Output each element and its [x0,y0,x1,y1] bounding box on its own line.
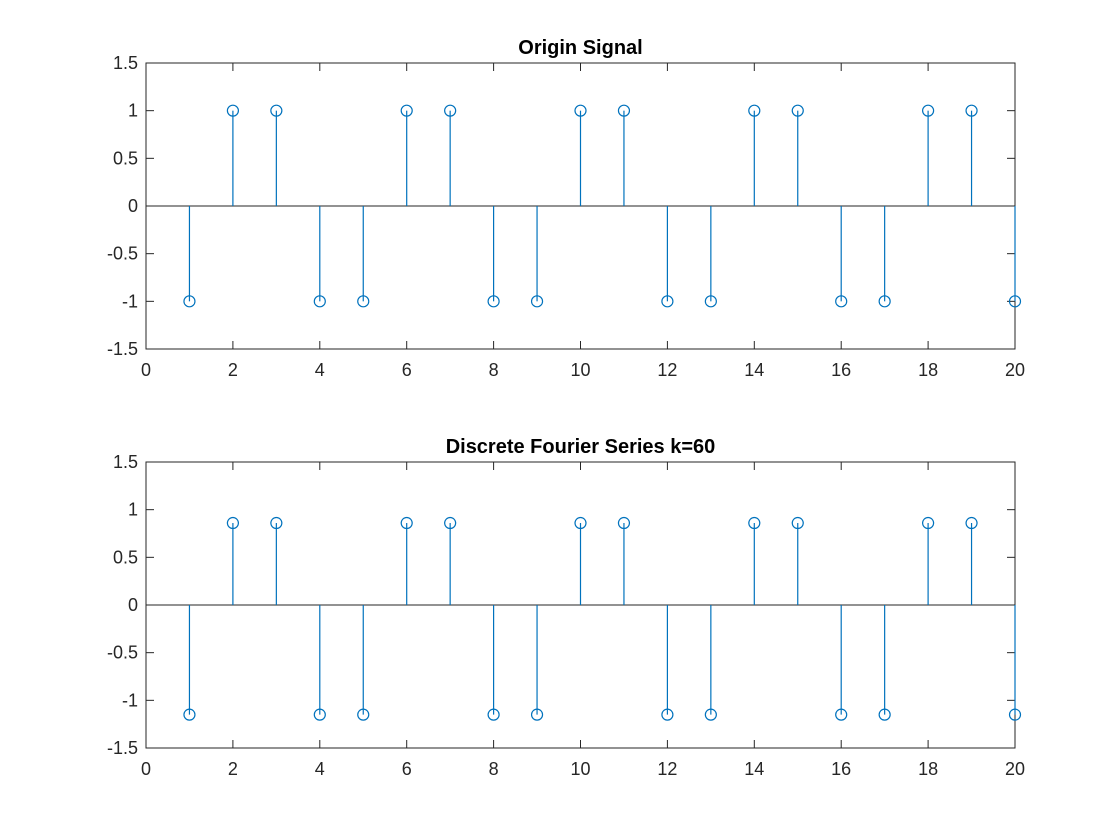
stem-marker [574,516,587,530]
y-tick-label: -1.5 [107,738,138,758]
x-tick-label: 18 [918,759,938,779]
stem-marker [965,104,978,117]
stem-marker [444,104,457,117]
x-tick-label: 16 [831,759,851,779]
stem-marker [704,295,717,308]
x-tick-label: 18 [918,360,938,380]
stem-marker [921,516,935,530]
chart-panel-2: Discrete Fourier Series k=600 2 4 6 8 10 12 14 1… [107,436,1025,779]
stem-marker [270,516,283,530]
stem-marker [791,516,804,530]
stem-marker [444,516,457,530]
stem-marker [226,104,239,117]
stem-marker [270,104,283,117]
stem-marker [878,708,891,721]
y-tick-label: 0.5 [113,148,138,168]
y-tick-label: -0.5 [107,244,138,264]
stem-marker [487,708,500,721]
stem-marker [617,516,631,530]
stem-marker [357,708,370,721]
x-tick-label: 4 [315,360,325,380]
x-tick-label: 20 [1005,759,1025,779]
stem-marker [661,295,674,308]
stem-marker [748,104,761,117]
x-tick-label: 12 [657,759,677,779]
x-tick-label: 14 [744,360,764,380]
y-tick-label: -1.5 [107,339,138,359]
stem-marker [617,104,631,117]
stem-marker [313,708,326,721]
x-tick-label: 0 [141,360,151,380]
x-tick-label: 8 [489,360,499,380]
y-tick-label: -1 [122,690,138,710]
y-tick-label: 0 [128,595,138,615]
x-tick-label: 14 [744,759,764,779]
stem-marker [183,295,196,308]
y-tick-label: -1 [122,291,138,311]
x-tick-label: 10 [570,360,590,380]
stem-marker [183,708,196,721]
x-tick-label: 16 [831,360,851,380]
stem-marker [530,708,544,721]
x-tick-label: 4 [315,759,325,779]
chart-title: Discrete Fourier Series k=60 [446,436,716,458]
y-tick-label: -0.5 [107,643,138,663]
y-tick-label: 1 [128,101,138,121]
stem-marker [921,104,935,117]
stem-marker [835,295,848,308]
x-tick-label: 10 [570,759,590,779]
y-tick-label: 0.5 [113,547,138,567]
x-tick-label: 6 [402,360,412,380]
x-tick-label: 20 [1005,360,1025,380]
stem-marker [661,708,674,721]
stem-marker [357,295,370,308]
stem-marker [574,104,587,117]
stem-marker [704,708,717,721]
stem-series-1 [183,516,1022,721]
x-tick-label: 2 [228,360,238,380]
stem-marker [530,295,544,308]
x-tick-label: 2 [228,759,238,779]
stem-marker [400,104,413,117]
stem-marker [400,516,413,530]
stem-marker [1008,708,1022,721]
y-tick-label: 0 [128,196,138,216]
x-tick-label: 0 [141,759,151,779]
stem-marker [1008,295,1022,308]
y-tick-label: 1 [128,500,138,520]
stem-marker [878,295,891,308]
stem-marker [487,295,500,308]
stem-marker [313,295,326,308]
stem-marker [965,516,978,530]
stem-series-1 [183,104,1022,308]
stem-marker [835,708,848,721]
stem-marker [791,104,804,117]
stem-marker [226,516,239,530]
x-tick-label: 6 [402,759,412,779]
x-tick-label: 8 [489,759,499,779]
stem-marker [748,516,761,530]
y-tick-label: 1.5 [113,452,138,472]
y-tick-label: 1.5 [113,53,138,73]
x-tick-label: 12 [657,360,677,380]
chart-title: Origin Signal [518,37,642,59]
